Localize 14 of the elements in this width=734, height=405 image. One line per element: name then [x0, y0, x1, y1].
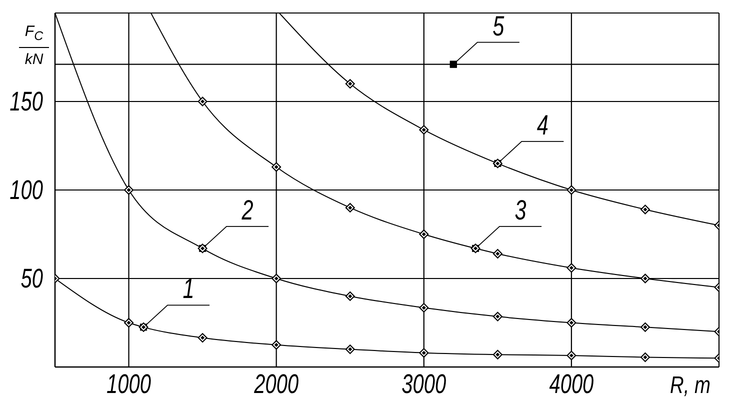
x-tick-label: 2000	[253, 369, 300, 400]
y-axis-title: F$_{C}$ kN	[24, 23, 44, 69]
y-tick-label: 150	[10, 86, 44, 118]
annotation: 3	[514, 196, 527, 226]
annotation: 4	[536, 110, 548, 142]
x-axis-title: R, m	[670, 372, 711, 400]
x-tick-label: 1000	[106, 369, 152, 400]
x-tick-label: 3000	[402, 369, 447, 400]
annotation: 5	[492, 11, 504, 42]
y-tick-label: 50	[20, 264, 44, 294]
annotation: 2	[240, 196, 254, 226]
x-tick-label: 4000	[549, 369, 594, 400]
annotation: 1	[182, 274, 194, 305]
y-tick-label: 100	[10, 175, 44, 206]
